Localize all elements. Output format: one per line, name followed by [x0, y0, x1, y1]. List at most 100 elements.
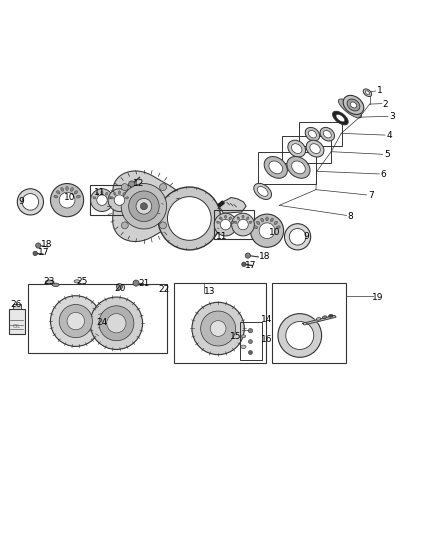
Ellipse shape	[316, 318, 321, 320]
Text: 2: 2	[383, 100, 389, 109]
Circle shape	[238, 220, 248, 230]
Ellipse shape	[108, 197, 111, 199]
Ellipse shape	[322, 316, 327, 319]
Ellipse shape	[270, 218, 273, 222]
Circle shape	[232, 213, 254, 236]
Ellipse shape	[241, 345, 246, 349]
Circle shape	[167, 197, 211, 240]
Text: 25: 25	[77, 277, 88, 286]
Bar	[240, 322, 262, 360]
Circle shape	[259, 223, 275, 239]
Text: OIL: OIL	[13, 324, 21, 329]
Bar	[258, 152, 316, 183]
Ellipse shape	[254, 183, 272, 199]
Text: 4: 4	[386, 131, 392, 140]
Ellipse shape	[76, 195, 80, 198]
Text: 21: 21	[139, 279, 150, 288]
Text: 11: 11	[216, 232, 228, 241]
Circle shape	[192, 302, 244, 354]
Circle shape	[91, 189, 113, 212]
Circle shape	[129, 181, 135, 187]
Ellipse shape	[323, 131, 331, 138]
Bar	[214, 210, 254, 239]
Ellipse shape	[254, 226, 258, 229]
Text: 26: 26	[11, 301, 21, 310]
Circle shape	[289, 229, 306, 245]
Bar	[174, 282, 266, 364]
Text: 1: 1	[377, 86, 382, 95]
Polygon shape	[218, 198, 246, 213]
Text: 15: 15	[230, 332, 241, 341]
Ellipse shape	[257, 221, 260, 224]
Text: 14: 14	[261, 315, 272, 324]
Text: 10: 10	[269, 228, 280, 237]
Text: 5: 5	[384, 150, 390, 159]
Ellipse shape	[274, 221, 278, 224]
Ellipse shape	[292, 161, 305, 174]
Ellipse shape	[232, 221, 235, 223]
Circle shape	[59, 192, 75, 208]
Circle shape	[286, 321, 314, 350]
Ellipse shape	[261, 218, 264, 222]
Ellipse shape	[110, 197, 113, 199]
Ellipse shape	[287, 157, 310, 178]
Ellipse shape	[101, 191, 103, 194]
Circle shape	[245, 253, 251, 258]
Circle shape	[121, 183, 166, 229]
Polygon shape	[218, 201, 224, 207]
Ellipse shape	[266, 217, 268, 221]
Circle shape	[214, 213, 237, 236]
Ellipse shape	[292, 144, 302, 154]
Circle shape	[278, 313, 321, 357]
Text: 7: 7	[368, 191, 374, 200]
Circle shape	[117, 284, 123, 289]
Ellipse shape	[125, 197, 128, 199]
Circle shape	[67, 312, 85, 330]
Text: 23: 23	[43, 277, 55, 286]
Text: 8: 8	[348, 212, 353, 221]
Circle shape	[129, 191, 159, 222]
Ellipse shape	[52, 283, 59, 287]
Text: 22: 22	[159, 285, 170, 294]
Text: 18: 18	[41, 240, 53, 249]
Ellipse shape	[241, 335, 246, 338]
Text: 19: 19	[372, 293, 384, 302]
Bar	[9, 309, 25, 334]
Ellipse shape	[343, 95, 364, 115]
Bar	[28, 284, 166, 353]
Ellipse shape	[123, 192, 125, 195]
Text: 13: 13	[204, 287, 215, 296]
Polygon shape	[113, 171, 185, 241]
Ellipse shape	[234, 221, 237, 223]
Ellipse shape	[66, 187, 68, 190]
Circle shape	[17, 189, 43, 215]
Text: 24: 24	[96, 318, 107, 327]
Ellipse shape	[237, 217, 240, 220]
Circle shape	[108, 189, 131, 212]
Text: 3: 3	[389, 112, 395, 121]
Circle shape	[251, 214, 284, 247]
Circle shape	[99, 306, 134, 341]
Circle shape	[114, 195, 125, 205]
Circle shape	[248, 328, 253, 333]
Ellipse shape	[257, 187, 268, 196]
Ellipse shape	[305, 127, 320, 141]
Ellipse shape	[363, 89, 372, 96]
Ellipse shape	[336, 114, 345, 122]
Ellipse shape	[96, 192, 99, 195]
Ellipse shape	[276, 226, 280, 229]
Ellipse shape	[113, 192, 116, 195]
Ellipse shape	[350, 102, 357, 108]
Ellipse shape	[242, 215, 244, 218]
Bar	[13, 304, 21, 309]
Ellipse shape	[61, 188, 64, 191]
Circle shape	[121, 222, 128, 229]
Ellipse shape	[74, 280, 80, 283]
Ellipse shape	[45, 280, 54, 285]
Polygon shape	[303, 316, 336, 325]
Ellipse shape	[248, 340, 252, 344]
Ellipse shape	[365, 91, 370, 95]
Text: 9: 9	[303, 232, 309, 241]
Ellipse shape	[54, 195, 58, 198]
Ellipse shape	[106, 192, 108, 195]
